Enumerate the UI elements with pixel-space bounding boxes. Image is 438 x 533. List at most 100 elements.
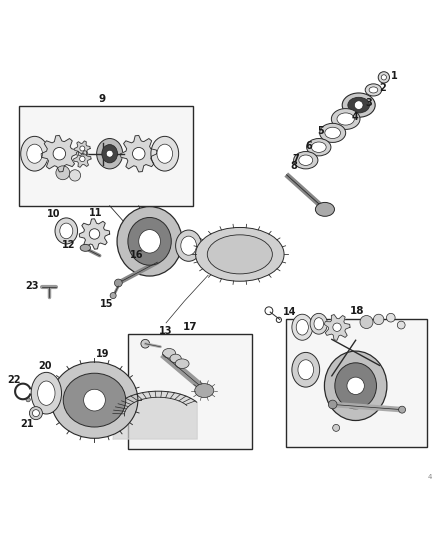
Ellipse shape: [314, 318, 324, 330]
Ellipse shape: [325, 127, 340, 139]
Ellipse shape: [348, 98, 370, 113]
Ellipse shape: [196, 228, 284, 281]
Text: 9: 9: [98, 94, 106, 104]
Circle shape: [397, 321, 405, 329]
Polygon shape: [79, 219, 110, 249]
Text: 13: 13: [159, 326, 173, 336]
Text: 4: 4: [352, 112, 358, 122]
Bar: [286, 319, 427, 447]
Ellipse shape: [80, 244, 91, 252]
Ellipse shape: [60, 223, 73, 239]
Text: 21: 21: [21, 419, 34, 429]
Polygon shape: [74, 141, 90, 156]
Circle shape: [386, 313, 395, 322]
Ellipse shape: [181, 236, 196, 255]
Ellipse shape: [157, 144, 173, 163]
Text: 4: 4: [427, 474, 431, 480]
Ellipse shape: [55, 218, 78, 244]
Ellipse shape: [335, 363, 377, 409]
Ellipse shape: [296, 319, 308, 335]
Ellipse shape: [195, 384, 214, 398]
Circle shape: [106, 150, 113, 157]
Ellipse shape: [342, 93, 375, 117]
Text: 8: 8: [290, 161, 297, 171]
Ellipse shape: [315, 203, 335, 216]
Text: 7: 7: [292, 154, 299, 164]
Ellipse shape: [139, 230, 160, 253]
Ellipse shape: [292, 314, 313, 340]
Circle shape: [56, 166, 70, 180]
Text: 5: 5: [317, 126, 324, 136]
Circle shape: [32, 410, 39, 417]
Text: 1: 1: [391, 71, 398, 82]
Ellipse shape: [51, 362, 138, 438]
Circle shape: [141, 340, 150, 348]
Text: 20: 20: [39, 361, 52, 370]
Ellipse shape: [128, 217, 171, 265]
Circle shape: [132, 148, 145, 160]
Ellipse shape: [151, 136, 179, 171]
Text: 18: 18: [350, 306, 364, 317]
Text: 2: 2: [379, 83, 386, 93]
Circle shape: [80, 156, 85, 161]
Circle shape: [26, 398, 30, 402]
Ellipse shape: [332, 109, 360, 130]
Ellipse shape: [170, 354, 181, 363]
Ellipse shape: [21, 136, 49, 171]
Text: 17: 17: [182, 321, 197, 332]
Ellipse shape: [292, 352, 320, 387]
Ellipse shape: [97, 139, 123, 169]
Polygon shape: [120, 135, 157, 172]
Polygon shape: [74, 150, 91, 167]
Circle shape: [84, 389, 105, 411]
Circle shape: [69, 169, 81, 181]
Ellipse shape: [63, 373, 126, 427]
Text: 10: 10: [47, 209, 61, 219]
Ellipse shape: [31, 373, 61, 414]
Circle shape: [360, 316, 373, 328]
Ellipse shape: [293, 151, 318, 169]
Ellipse shape: [298, 360, 314, 379]
Polygon shape: [41, 135, 78, 172]
Ellipse shape: [27, 144, 42, 163]
Ellipse shape: [310, 313, 328, 334]
Ellipse shape: [365, 84, 381, 96]
Circle shape: [374, 314, 384, 325]
Circle shape: [347, 377, 364, 394]
Ellipse shape: [337, 113, 354, 125]
Polygon shape: [324, 314, 350, 340]
Ellipse shape: [207, 235, 272, 274]
Ellipse shape: [307, 139, 331, 156]
Text: 23: 23: [25, 281, 39, 291]
Circle shape: [354, 101, 363, 109]
Circle shape: [333, 323, 341, 332]
Text: 22: 22: [7, 375, 21, 384]
Ellipse shape: [311, 142, 326, 152]
Ellipse shape: [175, 359, 189, 368]
Text: 19: 19: [95, 349, 109, 359]
Circle shape: [114, 279, 122, 287]
Ellipse shape: [38, 381, 55, 405]
Circle shape: [333, 424, 339, 431]
Text: 3: 3: [366, 98, 372, 108]
Circle shape: [328, 400, 337, 409]
Text: 16: 16: [130, 250, 144, 260]
Circle shape: [29, 407, 42, 419]
Bar: [19, 106, 193, 206]
Text: 14: 14: [283, 307, 297, 317]
Circle shape: [378, 72, 389, 83]
Ellipse shape: [369, 87, 378, 93]
Circle shape: [110, 293, 116, 298]
Text: 12: 12: [62, 240, 76, 250]
Circle shape: [399, 406, 406, 413]
Ellipse shape: [176, 230, 201, 261]
Text: 6: 6: [305, 141, 312, 151]
Circle shape: [53, 148, 66, 160]
Ellipse shape: [299, 155, 313, 165]
Bar: [128, 334, 251, 449]
Ellipse shape: [117, 207, 182, 276]
Ellipse shape: [325, 351, 387, 421]
Ellipse shape: [102, 144, 117, 163]
Ellipse shape: [162, 349, 176, 358]
Circle shape: [89, 229, 100, 239]
